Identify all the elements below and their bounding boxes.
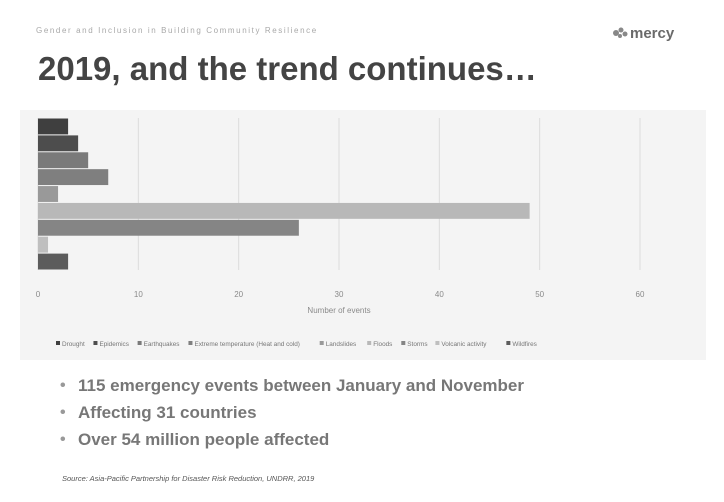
bar-wildfires bbox=[38, 253, 69, 270]
bar-volcanic-activity bbox=[38, 236, 49, 253]
bullet-text: Over 54 million people affected bbox=[78, 430, 330, 449]
x-tick-label: 20 bbox=[234, 290, 243, 299]
bar-storms bbox=[38, 219, 299, 236]
bullet-list: • 115 emergency events between January an… bbox=[60, 372, 524, 453]
legend-label: Landslides bbox=[326, 341, 357, 348]
x-tick-label: 10 bbox=[134, 290, 143, 299]
source-citation: Source: Asia-Pacific Partnership for Dis… bbox=[62, 474, 315, 483]
chart: 0 10 20 30 40 50 60 Number of events Drought Epid… bbox=[20, 110, 706, 360]
logo-mark-icon bbox=[613, 27, 628, 38]
legend-label: Floods bbox=[373, 341, 392, 348]
legend-label: Wildfires bbox=[512, 341, 537, 348]
x-tick-label: 0 bbox=[36, 290, 41, 299]
legend-label: Drought bbox=[62, 341, 85, 348]
bar-floods bbox=[38, 202, 530, 219]
legend-label: Epidemics bbox=[99, 341, 128, 348]
legend-swatch bbox=[93, 341, 98, 345]
legend-swatch bbox=[435, 341, 440, 345]
bullet-text: 115 emergency events between January and… bbox=[78, 376, 524, 395]
legend-label: Earthquakes bbox=[144, 341, 180, 348]
legend-swatch bbox=[56, 341, 60, 345]
slide-title: 2019, and the trend continues… bbox=[38, 50, 537, 87]
bar-earthquakes bbox=[38, 152, 89, 169]
bullet-icon: • bbox=[60, 404, 66, 421]
bar-landslides bbox=[38, 186, 59, 202]
legend-swatch bbox=[506, 341, 511, 345]
legend-label: Volcanic activity bbox=[441, 341, 487, 348]
mercy-logo: mercy bbox=[613, 25, 675, 42]
x-tick-label: 30 bbox=[335, 290, 344, 299]
bullet-icon: • bbox=[60, 431, 66, 448]
x-tick-label: 40 bbox=[435, 290, 444, 299]
legend-swatch bbox=[367, 341, 372, 345]
logo-wordmark: mercy bbox=[630, 25, 675, 42]
legend-label: Storms bbox=[407, 341, 427, 348]
bullet-icon: • bbox=[60, 377, 66, 394]
legend-swatch bbox=[401, 341, 406, 345]
x-tick-label: 50 bbox=[535, 290, 544, 299]
legend-label: Extreme temperature (Heat and cold) bbox=[194, 341, 300, 348]
bullet-item: • 115 emergency events between January an… bbox=[60, 372, 524, 399]
bullet-item: • Affecting 31 countries bbox=[60, 399, 524, 426]
legend-swatch bbox=[137, 341, 142, 345]
bullet-item: • Over 54 million people affected bbox=[60, 426, 524, 453]
bar-epidemics bbox=[38, 135, 79, 152]
bar-drought bbox=[38, 118, 69, 135]
x-axis-label: Number of events bbox=[307, 306, 370, 315]
bar-extreme-temperature-heat-and-cold bbox=[38, 169, 109, 186]
slide-subtitle: Gender and Inclusion in Building Communi… bbox=[36, 26, 318, 35]
legend-swatch bbox=[188, 341, 193, 345]
legend-swatch bbox=[319, 341, 324, 345]
x-tick-label: 60 bbox=[636, 290, 645, 299]
bar-chart: 0 10 20 30 40 50 60 Number of events Drought Epid… bbox=[36, 118, 645, 348]
bullet-text: Affecting 31 countries bbox=[78, 403, 257, 422]
